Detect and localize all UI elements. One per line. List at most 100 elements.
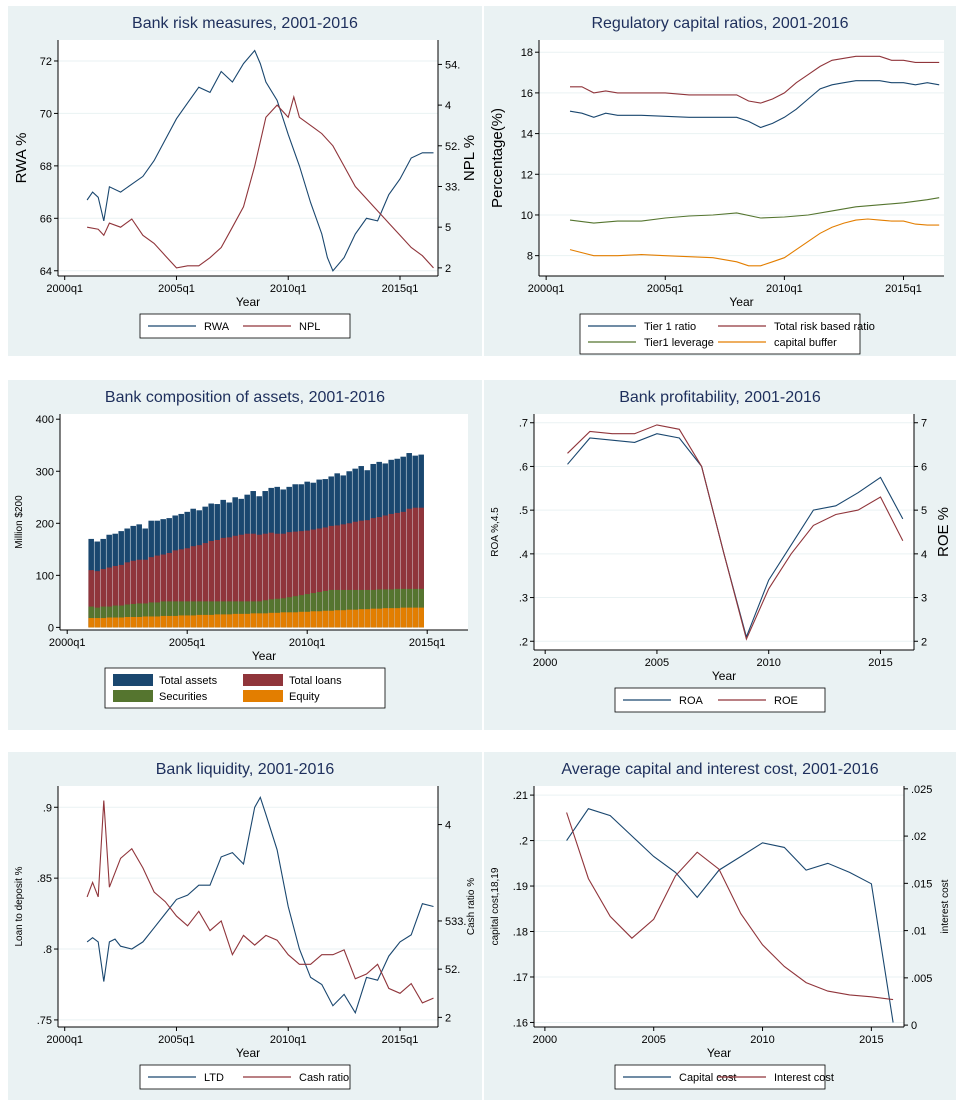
bar-securities bbox=[220, 601, 226, 628]
y-tick-label: 14 bbox=[521, 129, 533, 141]
bar-securities bbox=[292, 596, 298, 628]
x-tick-label: 2010 bbox=[750, 1034, 774, 1046]
bar-total-loans bbox=[256, 534, 262, 628]
bar-equity bbox=[250, 613, 256, 628]
series-line-ltd bbox=[86, 795, 434, 1015]
y-right-tick-label: 52. bbox=[445, 141, 460, 153]
legend-label: LTD bbox=[204, 1072, 224, 1084]
bar-total-loans bbox=[412, 507, 418, 628]
legend-label: ROA bbox=[679, 695, 704, 707]
bar-equity bbox=[274, 612, 280, 628]
plot-area bbox=[539, 40, 944, 276]
chart-average-capital-interest-cost: Average capital and interest cost, 2001-… bbox=[490, 761, 951, 1090]
bar-securities bbox=[112, 605, 118, 628]
series-line-capital-cost bbox=[566, 808, 894, 1023]
chart-bank-risk-measures: Bank risk measures, 2001-2016 64 66 68 70 72 2… bbox=[13, 15, 478, 339]
y-tick-label: .6 bbox=[519, 461, 528, 473]
y-right-tick-label: 4 bbox=[445, 820, 451, 832]
bar-equity bbox=[238, 613, 244, 628]
y-axis-title-right: ROE % bbox=[935, 507, 952, 557]
y-tick-label: .16 bbox=[513, 1017, 528, 1029]
bar-securities bbox=[172, 601, 178, 628]
x-axis-title: Year bbox=[236, 1046, 260, 1060]
bar-total-loans bbox=[112, 565, 118, 628]
bar-total-loans bbox=[262, 533, 268, 628]
series-line-cash-ratio bbox=[86, 800, 434, 1004]
x-tick-label: 2005q1 bbox=[647, 283, 684, 295]
bar-equity bbox=[322, 610, 328, 628]
bar-securities bbox=[376, 589, 382, 628]
bar-securities bbox=[322, 590, 328, 628]
y-right-tick-label: .025 bbox=[911, 784, 932, 796]
y-axis-title-right: NPL % bbox=[461, 135, 478, 181]
bar-equity bbox=[184, 615, 190, 628]
bar-equity bbox=[334, 610, 340, 628]
chart-title: Bank risk measures, 2001-2016 bbox=[132, 15, 358, 32]
legend-key-total-loans bbox=[243, 674, 283, 686]
x-tick-label: 2000 bbox=[533, 1034, 557, 1046]
bar-total-loans bbox=[346, 523, 352, 628]
bar-total-loans bbox=[322, 527, 328, 628]
bar-securities bbox=[334, 589, 340, 628]
bar-equity bbox=[262, 613, 268, 628]
y-tick-label: 16 bbox=[521, 88, 533, 100]
bar-total-loans bbox=[106, 567, 112, 628]
bar-total-loans bbox=[394, 512, 400, 628]
bar-total-loans bbox=[250, 533, 256, 628]
bar-equity bbox=[418, 607, 424, 628]
x-tick-label: 2010q1 bbox=[270, 283, 307, 295]
bar-securities bbox=[340, 589, 346, 628]
bar-total-loans bbox=[388, 513, 394, 628]
bar-total-loans bbox=[196, 545, 202, 628]
bar-total-loans bbox=[352, 521, 358, 628]
bar-equity bbox=[286, 612, 292, 628]
bar-securities bbox=[364, 589, 370, 628]
series-line-interest-cost bbox=[566, 812, 894, 1001]
bar-equity bbox=[148, 616, 154, 628]
x-tick-label: 2005 bbox=[641, 1034, 665, 1046]
y-tick-label: 300 bbox=[36, 466, 54, 478]
bar-total-loans bbox=[94, 571, 100, 628]
bar-securities bbox=[316, 592, 322, 628]
bar-equity bbox=[388, 608, 394, 628]
bar-total-loans bbox=[238, 534, 244, 628]
bar-equity bbox=[172, 615, 178, 628]
bar-total-loans bbox=[328, 525, 334, 628]
bar-securities bbox=[166, 601, 172, 628]
bar-securities bbox=[196, 601, 202, 628]
series-line-roe bbox=[567, 424, 904, 641]
y-tick-label: 8 bbox=[527, 251, 533, 263]
x-tick-label: 2010q1 bbox=[289, 637, 326, 649]
bar-securities bbox=[298, 595, 304, 628]
chart-regulatory-capital-ratios: Regulatory capital ratios, 2001-2016 8 10 1… bbox=[489, 15, 944, 355]
plot-area bbox=[58, 40, 438, 276]
y-tick-label: .18 bbox=[513, 927, 528, 939]
bar-securities bbox=[130, 603, 136, 628]
bar-equity bbox=[304, 611, 310, 628]
bar-equity bbox=[208, 614, 214, 628]
legend-label: Total loans bbox=[289, 675, 342, 687]
bar-equity bbox=[406, 607, 412, 628]
bar-total-loans bbox=[178, 549, 184, 628]
x-tick-label: 2005q1 bbox=[158, 1034, 195, 1046]
bar-equity bbox=[220, 614, 226, 628]
bar-securities bbox=[208, 601, 214, 628]
bar-total-loans bbox=[226, 537, 232, 628]
plot-area bbox=[534, 786, 904, 1027]
series-line-capital-buffer bbox=[569, 218, 940, 267]
x-tick-label: 2010q1 bbox=[270, 1034, 307, 1046]
series-line-total-risk-based-ratio bbox=[570, 55, 940, 104]
y-right-tick-label: 4 bbox=[921, 549, 927, 561]
y-axis-title-right: interest cost bbox=[940, 879, 951, 933]
bar-total-loans bbox=[418, 507, 424, 628]
legend-key-total-assets bbox=[113, 674, 153, 686]
bar-total-loans bbox=[286, 532, 292, 628]
bar-equity bbox=[154, 616, 160, 628]
y-tick-label: .8 bbox=[43, 944, 52, 956]
legend-label: capital buffer bbox=[774, 337, 837, 349]
plot-area bbox=[58, 786, 438, 1027]
bar-securities bbox=[118, 605, 124, 628]
bar-securities bbox=[352, 589, 358, 628]
bar-equity bbox=[352, 609, 358, 628]
bar-total-loans bbox=[136, 559, 142, 628]
